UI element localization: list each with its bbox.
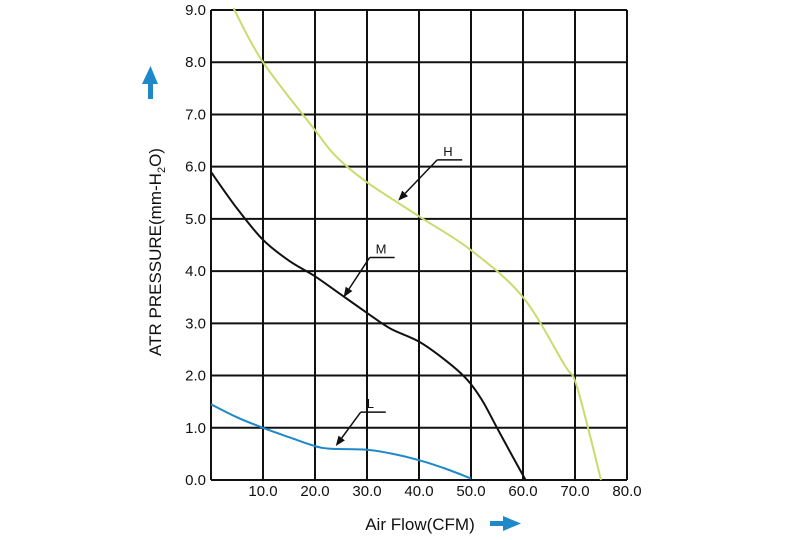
y-tick-label: 6.0 (185, 159, 206, 176)
chart-annotations: H M L (335, 144, 463, 447)
annotation-leader-h (404, 159, 438, 194)
series-line-h (232, 7, 602, 481)
y-tick-label: 7.0 (185, 106, 206, 123)
chart-grid (210, 9, 628, 481)
y-axis-title-subscript: 2 (156, 167, 168, 173)
annotation-arrowhead-m (343, 286, 353, 298)
x-tick-label: 20.0 (300, 483, 329, 500)
y-tick-label: 2.0 (185, 368, 206, 385)
y-tick-label: 0.0 (185, 472, 206, 489)
x-axis-title: Air Flow(CFM) (365, 515, 475, 534)
x-axis-tick-labels: 10.0 20.0 30.0 40.0 50.0 60.0 70.0 80.0 (248, 483, 641, 500)
annotation-leader-l (341, 411, 362, 439)
y-tick-label: 9.0 (185, 2, 206, 19)
y-tick-label: 4.0 (185, 263, 206, 280)
x-tick-label: 50.0 (456, 483, 485, 500)
y-tick-label: 3.0 (185, 315, 206, 332)
x-tick-label: 60.0 (508, 483, 537, 500)
x-tick-label: 40.0 (404, 483, 433, 500)
y-axis-title-main: ATR PRESSURE(mm-H (146, 173, 165, 356)
x-tick-label: 80.0 (612, 483, 641, 500)
chart-curves (210, 7, 602, 481)
y-axis-tick-labels: 0.0 1.0 2.0 3.0 4.0 5.0 6.0 7.0 8.0 9.0 (185, 2, 206, 489)
y-tick-label: 8.0 (185, 54, 206, 71)
y-tick-label: 1.0 (185, 420, 206, 437)
series-line-m (210, 171, 527, 481)
x-tick-label: 30.0 (352, 483, 381, 500)
y-tick-label: 5.0 (185, 211, 206, 228)
y-axis-arrow-icon (142, 66, 158, 99)
annotation-arrowhead-l (335, 435, 345, 447)
x-tick-label: 70.0 (560, 483, 589, 500)
x-tick-label: 10.0 (248, 483, 277, 500)
y-axis-title-end: O) (146, 148, 165, 167)
curve-label-h: H (443, 144, 452, 159)
x-axis-arrow-icon (490, 516, 521, 531)
y-axis-title: ATR PRESSURE(mm-H2O) (146, 148, 168, 356)
curve-label-m: M (376, 242, 387, 257)
series-line-l (210, 403, 472, 480)
annotation-arrowhead-h (398, 190, 408, 201)
curve-label-l: L (367, 396, 374, 411)
annotation-leader-m (348, 257, 371, 290)
